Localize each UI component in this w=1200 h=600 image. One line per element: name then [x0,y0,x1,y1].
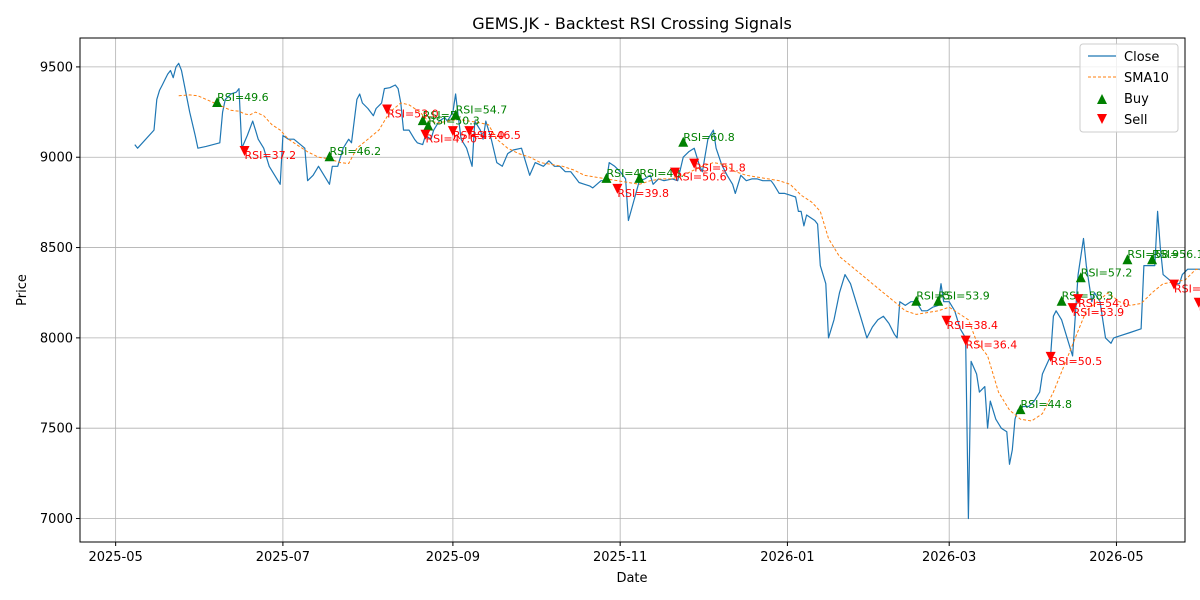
buy-annotation: RSI=57.2 [1081,266,1133,279]
legend-buy-label: Buy [1124,92,1149,107]
buy-marker [324,151,335,162]
markers: RSI=49.6RSI=46.2RSI=5RSI=50.3RSI=54.7RSI… [212,91,1200,415]
legend: Close SMA10 Buy Sell [1079,43,1179,133]
sell-annotation: RSI=47.0 [425,133,477,146]
x-tick-label: 2026-03 [922,550,976,565]
buy-marker [634,172,645,183]
sell-marker [420,129,431,140]
x-tick-label: 2025-07 [256,550,310,565]
y-tick-label: 7000 [40,512,73,527]
sell-marker [464,126,475,137]
sell-annotation: RSI=54.0 [1078,297,1130,310]
sell-marker [941,315,952,326]
x-axis-label: Date [616,571,647,586]
buy-annotation: RSI=58.3 [1062,290,1114,303]
x-tick-label: 2026-05 [1089,550,1143,565]
sell-marker [612,183,623,194]
buy-annotation: RSI=56.1 [1152,248,1200,261]
sell-marker [1073,294,1084,305]
buy-marker [423,120,434,131]
sell-marker [447,126,458,137]
buy-marker [1015,404,1026,415]
buy-marker [417,115,428,126]
y-tick-label: 9500 [40,60,73,75]
sell-annotation: RSI=47.0 [453,129,505,142]
buy-annotation: RSI=53.9 [938,290,990,303]
sell-annotation: RSI=53.9 [1073,306,1125,319]
sell-annotation: RSI=38.4 [946,319,998,332]
sell-annotation: RSI=37.2 [245,149,297,162]
sell-annotation: RSI=46.5 [469,129,521,142]
chart-title: GEMS.JK - Backtest RSI Crossing Signals [472,14,792,33]
buy-marker [1147,254,1158,265]
x-tick-label: 2025-11 [593,550,647,565]
y-tick-label: 8500 [40,241,73,256]
buy-marker [678,136,689,147]
buy-marker [933,295,944,306]
sell-annotation: RSI=39.8 [617,187,669,200]
sell-annotation: RSI=50.5 [1051,355,1103,368]
y-tick-label: 9000 [40,151,73,166]
legend-sma-label: SMA10 [1124,71,1169,86]
buy-marker [911,295,922,306]
buy-annotation: RSI=4 [606,167,640,180]
sell-marker [960,335,971,346]
sell-marker [1045,351,1056,362]
x-tick-label: 2025-09 [426,550,480,565]
buy-marker [450,109,461,120]
x-axis: 2025-05 2025-07 2025-09 2025-11 2026-01 2026-… [88,542,1144,565]
buy-annotation: RSI=49.6 [217,91,269,104]
y-tick-label: 7500 [40,422,73,437]
buy-annotation: RSI=60.8 [683,131,735,144]
grid [80,38,1185,542]
buy-annotation: RSI=44.8 [1020,398,1072,411]
buy-marker [212,97,223,108]
x-tick-label: 2025-05 [88,550,142,565]
buy-annotation: RSI=46.2 [330,145,382,158]
buy-annotation: RSI=54.7 [456,104,508,117]
legend-sell-marker [1097,114,1107,124]
sell-marker [1193,297,1200,308]
sell-annotation: RSI=36.4 [966,339,1018,352]
y-axis: 7000 7500 8000 8500 9000 9500 [40,60,80,527]
sell-marker [670,167,680,178]
sell-annotation: RSI=51.8 [694,162,746,175]
buy-marker [601,172,612,183]
buy-annotation: RSI=58.9 [1127,248,1179,261]
sell-marker [689,158,700,169]
sell-marker [239,146,250,156]
y-axis-label: Price [15,274,30,306]
sell-marker [1169,279,1180,290]
sell-annotation: RSI=52.3 [1174,283,1200,296]
sell-annotation: RSI=50.6 [675,171,727,184]
buy-marker [1075,272,1086,283]
sell-marker [1067,303,1078,314]
sell-marker [382,104,393,115]
legend-buy-marker [1097,94,1107,104]
legend-close-label: Close [1124,50,1159,65]
legend-box [1079,43,1179,133]
sell-annotation: RSI=45.9 [1199,301,1200,314]
x-tick-label: 2026-01 [760,550,814,565]
buy-annotation: RSI=5 [916,290,950,303]
buy-marker [1122,254,1133,265]
sell-annotation: RSI=53.0 [387,107,439,120]
legend-sell-label: Sell [1124,113,1147,128]
buy-annotation: RSI=5 [423,109,457,122]
buy-annotation: RSI=50.3 [428,115,480,128]
y-tick-label: 8000 [40,331,73,346]
plot-frame [79,37,1186,543]
close-price-line [134,62,1200,520]
buy-marker [1056,295,1067,306]
